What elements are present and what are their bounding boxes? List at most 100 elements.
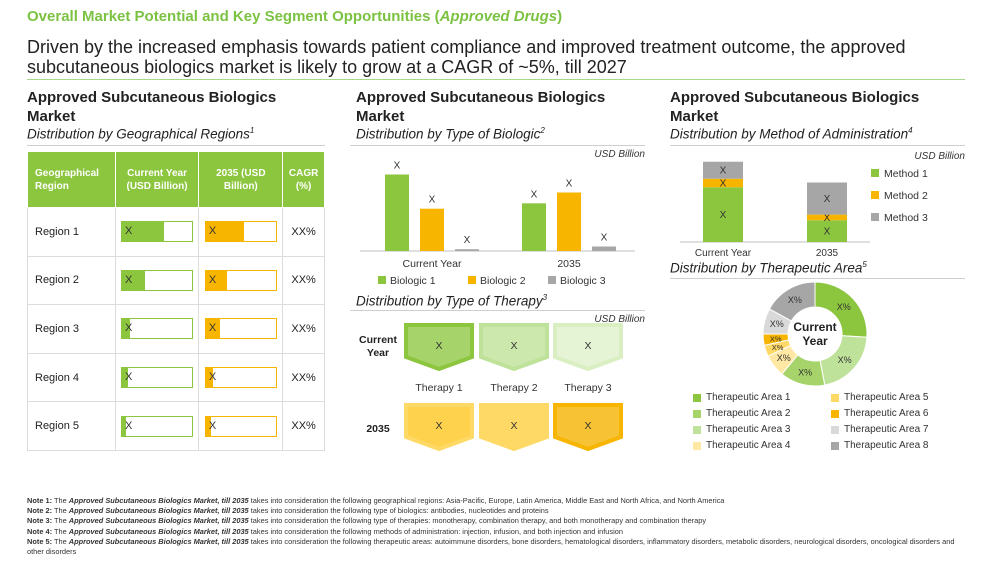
- legend-item: Therapeutic Area 1: [693, 392, 791, 403]
- therapy-value: X: [435, 340, 442, 352]
- bar-segment-method-1: [703, 187, 743, 242]
- therapy-value: X: [584, 420, 591, 432]
- therapy-subtitle-text: Distribution by Type of Therapy: [356, 293, 543, 309]
- value-bar: X: [204, 415, 277, 437]
- value-bar-fill: [205, 319, 220, 339]
- legend-label: Therapeutic Area 8: [844, 440, 929, 451]
- data-label: X: [531, 189, 538, 200]
- value-bar: X: [121, 415, 194, 437]
- table-row: Region 2 X X XX%: [27, 255, 325, 306]
- legend-label: Therapeutic Area 4: [706, 440, 791, 451]
- table-row: Region 4 X X XX%: [27, 352, 325, 403]
- footnote: Note 5: The Approved Subcutaneous Biolog…: [27, 536, 955, 557]
- therapy-row-label-line: Current: [359, 334, 397, 346]
- legend-swatch: [378, 276, 386, 284]
- therapy-divider: [350, 310, 645, 311]
- legend-swatch: [693, 409, 701, 418]
- therapy-chevron: [479, 323, 549, 372]
- table-row: Region 5 X X XX%: [27, 401, 325, 451]
- therapy-col-label: Therapy 3: [564, 382, 611, 394]
- footnote-emphasis: Approved Subcutaneous Biologics Market, …: [68, 506, 249, 516]
- value-bar-fill: [205, 222, 245, 242]
- method-divider: [670, 145, 965, 146]
- therapy-value: X: [510, 340, 517, 352]
- geo-subtitle-text: Distribution by Geographical Regions: [27, 126, 250, 142]
- footnote-emphasis: Approved Subcutaneous Biologics Market, …: [68, 496, 249, 505]
- value-label: X: [125, 419, 133, 432]
- value-bar-fill: [205, 270, 227, 290]
- slide-headline: Driven by the increased emphasis towards…: [27, 37, 906, 77]
- legend-swatch: [831, 393, 839, 402]
- current-year-cell: X: [114, 207, 200, 257]
- slice-label: X%: [777, 353, 791, 363]
- legend-swatch: [693, 393, 701, 402]
- legend-item: Therapeutic Area 3: [693, 424, 791, 435]
- therapy-col-label: Therapy 2: [490, 382, 537, 394]
- cagr-value: XX%: [282, 304, 325, 354]
- therapy-row-label: Current Year: [359, 334, 397, 359]
- bar-segment-method-2: [703, 178, 743, 188]
- therapy-value: X: [435, 420, 442, 432]
- data-label: X: [720, 178, 727, 189]
- data-label: X: [720, 166, 727, 177]
- kicker-end-text: ): [557, 8, 563, 25]
- legend-swatch: [831, 441, 839, 450]
- area-divider: [670, 278, 965, 279]
- legend-swatch: [871, 191, 879, 199]
- cagr-value: XX%: [282, 255, 325, 306]
- method-subtitle: Distribution by Method of Administration…: [670, 126, 913, 142]
- year-2035-cell: X: [198, 352, 284, 403]
- region-name: Region 5: [27, 401, 116, 451]
- col-header-region: Geographical Region: [27, 151, 116, 208]
- data-label: X: [824, 213, 831, 224]
- geo-panel-subtitle: Distribution by Geographical Regions1: [27, 126, 254, 142]
- slide-kicker: Overall Market Potential and Key Segment…: [27, 8, 562, 25]
- therapy-row-label: 2035: [366, 423, 390, 435]
- value-bar: X: [204, 221, 277, 243]
- footnote-label: Note 4:: [27, 526, 53, 536]
- footnotes: Note 1: The Approved Subcutaneous Biolog…: [27, 496, 967, 557]
- cagr-value: XX%: [282, 401, 325, 451]
- area-note-ref: 5: [862, 260, 867, 269]
- value-bar: X: [121, 221, 194, 243]
- legend-swatch: [871, 169, 879, 177]
- therapy-chevron: [553, 403, 623, 452]
- data-label: X: [429, 195, 436, 206]
- data-label: X: [824, 227, 831, 238]
- data-label: X: [824, 194, 831, 205]
- geo-table-body: Region 1 X X XX% Region 2 X X XX% Region 3 X X XX% R…: [27, 207, 325, 451]
- footnote-label: Note 5:: [27, 536, 53, 546]
- value-bar: X: [121, 318, 194, 340]
- therapy-chevron: [404, 323, 474, 372]
- footnote-label: Note 1:: [27, 496, 53, 505]
- legend-label: Method 1: [884, 168, 928, 180]
- area-subtitle-text: Distribution by Therapeutic Area: [670, 260, 863, 276]
- legend-swatch: [831, 425, 839, 434]
- legend-swatch: [468, 276, 476, 284]
- value-bar-fill: [122, 368, 128, 388]
- legend-item: Therapeutic Area 4: [693, 440, 791, 451]
- legend-item: Therapeutic Area 5: [831, 392, 929, 403]
- geo-table: Geographical Region Current Year (USD Bi…: [27, 151, 325, 451]
- therapy-chevron: [479, 403, 549, 452]
- legend-item: Therapeutic Area 6: [831, 408, 929, 419]
- legend-swatch: [831, 409, 839, 418]
- legend-label: Biologic 1: [390, 275, 436, 287]
- therapy-row-label-line: Year: [367, 347, 389, 359]
- kicker-italic-text: Approved Drugs: [439, 8, 558, 25]
- category-label: 2035: [557, 258, 581, 270]
- bar-segment-method-2: [807, 214, 847, 221]
- year-2035-cell: X: [198, 207, 284, 257]
- slice-label: X%: [837, 302, 851, 312]
- value-bar-fill: [122, 319, 131, 339]
- therapy-chevron: [404, 403, 474, 452]
- value-label: X: [208, 225, 217, 238]
- method-note-ref: 4: [908, 126, 913, 135]
- biologic-subtitle-text: Distribution by Type of Biologic: [356, 126, 541, 142]
- therapy-value: X: [584, 340, 591, 352]
- donut-center-label: Current Year: [793, 320, 836, 348]
- region-name: Region 2: [27, 255, 116, 306]
- table-row: Region 1 X X XX%: [27, 207, 325, 257]
- footnote: Note 3: The Approved Subcutaneous Biolog…: [27, 516, 707, 526]
- year-2035-cell: X: [198, 255, 284, 306]
